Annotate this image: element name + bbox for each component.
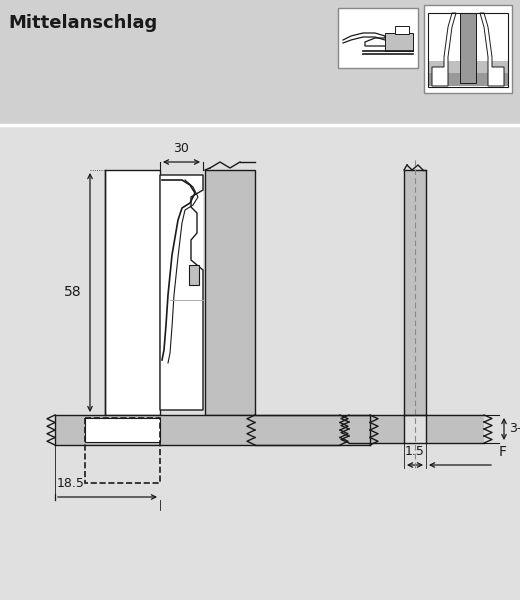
- Bar: [424, 5, 512, 93]
- Bar: [205, 170, 255, 415]
- Bar: [395, 26, 409, 34]
- Text: F: F: [499, 445, 507, 459]
- Bar: [255, 415, 340, 445]
- Text: 58: 58: [64, 286, 82, 299]
- Bar: [0, 125, 520, 600]
- Polygon shape: [480, 13, 504, 86]
- Bar: [428, 13, 508, 87]
- Bar: [385, 33, 413, 51]
- Text: 30: 30: [174, 142, 189, 155]
- Text: 18.5: 18.5: [57, 477, 85, 490]
- Bar: [160, 175, 203, 410]
- Text: Mittelanschlag: Mittelanschlag: [8, 14, 157, 32]
- Bar: [428, 73, 508, 86]
- Bar: [460, 13, 476, 83]
- Bar: [85, 418, 160, 483]
- Bar: [85, 418, 160, 442]
- Bar: [338, 8, 418, 68]
- Bar: [189, 265, 199, 285]
- Bar: [428, 61, 508, 86]
- Bar: [55, 415, 370, 445]
- Bar: [426, 415, 484, 443]
- Bar: [105, 170, 160, 415]
- Text: 3-6: 3-6: [509, 422, 520, 436]
- Text: 1.5: 1.5: [405, 445, 425, 458]
- Bar: [404, 170, 426, 415]
- Polygon shape: [432, 13, 456, 86]
- Polygon shape: [160, 175, 203, 410]
- Bar: [0, 0, 520, 125]
- Bar: [349, 415, 404, 443]
